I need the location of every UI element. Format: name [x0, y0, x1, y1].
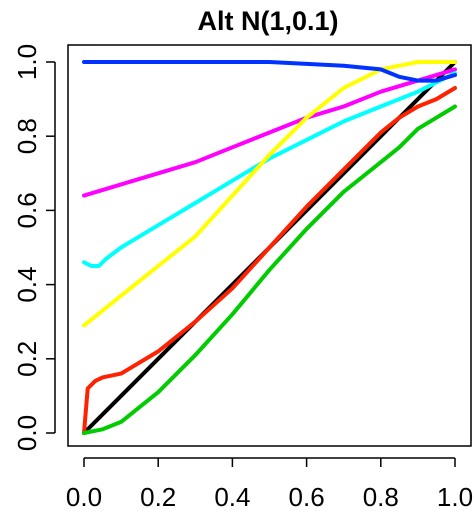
y-tick-label: 0.4 [12, 267, 42, 303]
x-tick-label: 0.2 [140, 482, 176, 512]
series-line-4 [82, 60, 457, 83]
y-tick-label: 0.0 [12, 415, 42, 451]
series-line-5 [82, 86, 457, 435]
series-line-2 [82, 71, 457, 268]
y-tick-label: 0.8 [12, 118, 42, 154]
series-line-3 [82, 60, 457, 328]
x-tick-label: 0.4 [214, 482, 250, 512]
y-tick-label: 0.6 [12, 192, 42, 228]
axes: 0.0 0.2 0.4 0.6 0.8 1.0 0.0 0.2 0.4 0.6 0.8 1.0 [12, 44, 473, 512]
x-tick-label: 0.8 [363, 482, 399, 512]
x-tick-label: 1.0 [437, 482, 473, 512]
y-tick-label: 0.2 [12, 341, 42, 377]
x-tick-label: 0.0 [66, 482, 102, 512]
x-tick-label: 0.6 [289, 482, 325, 512]
series-line-6 [82, 104, 457, 435]
series-line-1 [82, 67, 457, 198]
y-tick-label: 1.0 [12, 44, 42, 80]
chart-title: Alt N(1,0.1) [197, 6, 338, 36]
series-layer [82, 60, 457, 435]
plot-frame [67, 44, 472, 447]
